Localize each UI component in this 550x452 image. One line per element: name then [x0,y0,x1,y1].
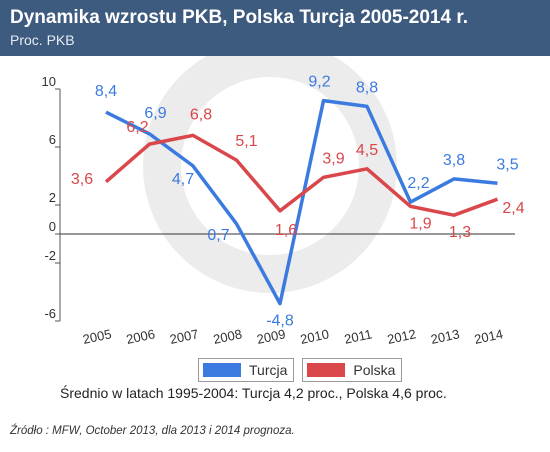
data-label-turcja: 3,5 [496,156,518,173]
y-tick-label: 0 [49,219,56,234]
legend-label-turcja: Turcja [249,362,288,378]
data-label-polska: 3,6 [71,171,93,188]
legend-swatch-turcja [203,363,241,377]
data-label-polska: 6,2 [126,119,148,136]
data-label-turcja: 4,7 [172,171,194,188]
y-tick-label: 10 [42,74,56,89]
y-tick-label: 2 [49,190,56,205]
series-line-polska [104,133,499,217]
chart-title: Dynamika wzrostu PKB, Polska Turcja 2005… [10,7,468,28]
line-chart: 10 6 2 0 -2 -6 2005 2006 2007 2008 2009 2010 2011 20… [42,56,525,347]
y-tick-label: 6 [49,132,56,147]
data-label-turcja: 0,7 [207,227,229,244]
x-tick-label: 2014 [473,326,504,347]
legend-swatch-polska [307,363,346,377]
data-label-turcja: 8,8 [356,79,378,96]
x-tick-label: 2006 [125,326,156,347]
data-label-turcja: -4,8 [266,313,294,330]
x-tick-label: 2008 [212,326,243,347]
legend-label-polska: Polska [353,362,396,378]
y-tick-label: -6 [44,306,56,321]
x-tick-label: 2009 [255,326,286,347]
data-label-polska: 1,9 [409,215,431,232]
average-note: Średnio w latach 1995-2004: Turcja 4,2 p… [60,385,447,401]
data-label-turcja: 2,2 [407,175,429,192]
header-banner: Dynamika wzrostu PKB, Polska Turcja 2005… [0,0,550,56]
data-label-turcja: 6,9 [144,105,166,122]
data-label-polska: 1,6 [275,222,297,239]
x-tick-label: 2011 [343,326,373,346]
legend: Turcja Polska [198,358,403,382]
x-tick-label: 2013 [429,326,460,347]
x-tick-label: 2005 [81,326,112,347]
data-label-polska: 2,4 [502,200,524,217]
data-label-polska: 5,1 [235,133,257,150]
x-tick-label: 2012 [386,326,417,347]
x-tick-label: 2007 [168,326,199,347]
data-label-polska: 4,5 [356,142,378,159]
watermark-logo [143,56,397,293]
x-tick-label: 2010 [299,326,330,347]
legend-item-polska: Polska [302,358,403,382]
y-tick-label: -2 [44,248,56,263]
data-label-polska: 6,8 [190,106,212,123]
data-label-turcja: 3,8 [443,152,465,169]
series-line-turcja [105,98,498,306]
chart-subtitle: Proc. PKB [10,32,75,48]
data-label-polska: 3,9 [322,150,344,167]
legend-item-turcja: Turcja [198,358,295,382]
source-note: Źródło : MFW, October 2013, dla 2013 i 2… [10,425,295,437]
data-label-polska: 1,3 [449,224,471,241]
data-label-turcja: 8,4 [95,83,117,100]
data-label-turcja: 9,2 [308,74,330,91]
watermark-ring [143,56,397,293]
